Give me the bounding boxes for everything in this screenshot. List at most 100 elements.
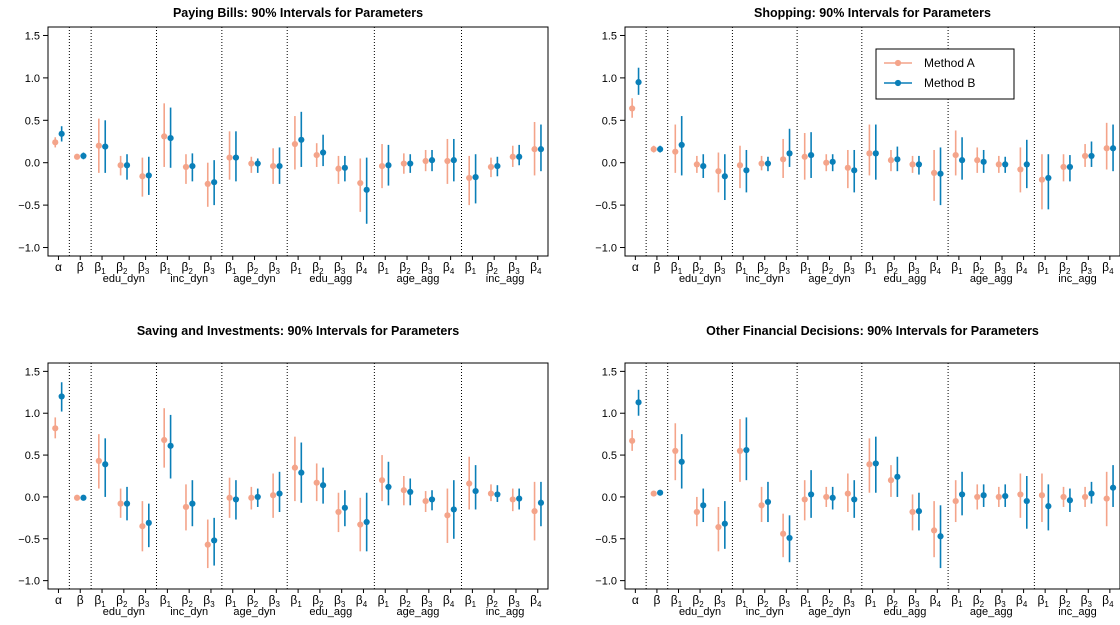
- x-tick-label: β3: [1081, 260, 1093, 276]
- point-method-b: [363, 186, 370, 193]
- x-tick-label: β2: [692, 260, 704, 276]
- point-method-b: [743, 446, 750, 454]
- x-tick-label: β2: [399, 593, 411, 609]
- point-method-b: [937, 170, 944, 177]
- point-method-a: [270, 492, 277, 499]
- x-tick-label: β1: [94, 593, 106, 609]
- point-method-a: [866, 150, 873, 157]
- x-tick-label: β3: [269, 593, 281, 609]
- point-method-a: [400, 487, 407, 494]
- x-tick-label: β2: [247, 260, 259, 276]
- point-method-b: [494, 491, 501, 498]
- point-method-b: [189, 162, 196, 170]
- point-method-b: [1088, 152, 1095, 160]
- point-method-b: [537, 499, 545, 506]
- x-tick-label: β2: [886, 593, 898, 609]
- x-tick-label: β4: [530, 593, 542, 609]
- point-method-b: [635, 79, 642, 86]
- point-method-a: [1103, 145, 1110, 152]
- y-tick-label: 0.5: [25, 115, 40, 127]
- y-tick-label: 0.0: [602, 158, 617, 170]
- group-label-edu_dyn: edu_dyn: [679, 273, 721, 285]
- x-tick-label: β1: [951, 593, 963, 609]
- x-tick-label: β1: [736, 260, 748, 276]
- point-method-a: [313, 151, 320, 159]
- x-tick-label: α: [55, 260, 62, 274]
- group-label-inc_dyn: inc_dyn: [170, 273, 208, 285]
- point-method-b: [494, 162, 501, 170]
- x-tick-label: β4: [443, 593, 455, 609]
- point-method-b: [319, 149, 327, 156]
- point-method-a: [693, 161, 700, 168]
- x-tick-label: β1: [865, 260, 877, 276]
- point-method-b: [1066, 497, 1074, 504]
- y-tick-label: 0.0: [602, 492, 617, 504]
- point-method-a: [952, 498, 959, 505]
- plot-frame: [624, 362, 1120, 590]
- point-method-a: [1060, 493, 1067, 501]
- x-tick-label: β4: [1016, 260, 1028, 276]
- x-tick-label: β3: [1081, 593, 1093, 609]
- x-tick-label: β2: [181, 593, 193, 609]
- group-label-edu_agg: edu_agg: [309, 606, 352, 618]
- x-tick-label: β2: [116, 260, 128, 276]
- point-method-a: [780, 156, 787, 163]
- point-method-a: [736, 447, 744, 454]
- group-label-inc_dyn: inc_dyn: [746, 606, 784, 618]
- x-tick-label: β4: [356, 593, 368, 609]
- point-method-a: [693, 508, 700, 516]
- point-method-b: [254, 160, 261, 167]
- point-method-b: [678, 458, 685, 465]
- point-method-b: [80, 494, 87, 501]
- x-tick-label: β2: [886, 260, 898, 276]
- x-tick-label: β4: [1102, 260, 1114, 276]
- point-method-a: [117, 500, 124, 507]
- point-method-b: [915, 161, 923, 168]
- point-method-b: [145, 172, 152, 179]
- point-method-a: [357, 179, 364, 187]
- y-tick-label: 0.5: [25, 450, 40, 462]
- y-tick-label: −1.0: [595, 576, 617, 588]
- x-tick-label: β1: [160, 593, 172, 609]
- point-method-a: [466, 480, 473, 487]
- group-label-inc_dyn: inc_dyn: [746, 273, 784, 285]
- point-method-b: [428, 157, 436, 164]
- point-method-a: [995, 161, 1002, 168]
- point-method-a: [291, 140, 299, 148]
- x-tick-label: β2: [1059, 593, 1071, 609]
- x-tick-label: β: [653, 593, 660, 607]
- group-label-inc_dyn: inc_dyn: [170, 606, 208, 618]
- point-method-b: [980, 158, 987, 165]
- point-method-a: [95, 142, 102, 149]
- x-tick-label: β3: [421, 260, 433, 276]
- y-tick-label: −1.0: [595, 243, 617, 255]
- point-method-a: [422, 157, 429, 165]
- point-method-b: [808, 151, 815, 159]
- x-tick-label: β1: [800, 593, 812, 609]
- legend-label: Method B: [924, 76, 975, 90]
- x-tick-label: β3: [334, 593, 346, 609]
- group-label-age_agg: age_agg: [970, 606, 1013, 618]
- panel-title: Other Financial Decisions: 90% Intervals…: [706, 324, 1039, 338]
- point-method-b: [450, 157, 457, 164]
- point-method-b: [145, 519, 152, 526]
- legend-label: Method A: [924, 56, 975, 70]
- x-tick-label: β1: [1037, 260, 1049, 276]
- x-tick-label: β2: [487, 260, 499, 276]
- point-method-a: [466, 174, 473, 182]
- point-method-b: [1066, 163, 1074, 171]
- point-method-b: [1109, 145, 1117, 152]
- point-method-b: [1109, 484, 1117, 491]
- point-method-b: [58, 130, 65, 137]
- group-label-edu_agg: edu_agg: [884, 273, 927, 285]
- point-method-b: [516, 153, 523, 160]
- point-method-b: [472, 487, 479, 495]
- x-tick-label: β2: [116, 593, 128, 609]
- y-tick-label: 1.5: [602, 30, 617, 42]
- x-tick-label: β2: [692, 593, 704, 609]
- group-label-age_agg: age_agg: [397, 606, 440, 618]
- group-label-age_dyn: age_dyn: [808, 606, 850, 618]
- x-tick-label: β3: [843, 260, 855, 276]
- legend-marker: [894, 79, 902, 87]
- x-tick-label: β4: [930, 260, 942, 276]
